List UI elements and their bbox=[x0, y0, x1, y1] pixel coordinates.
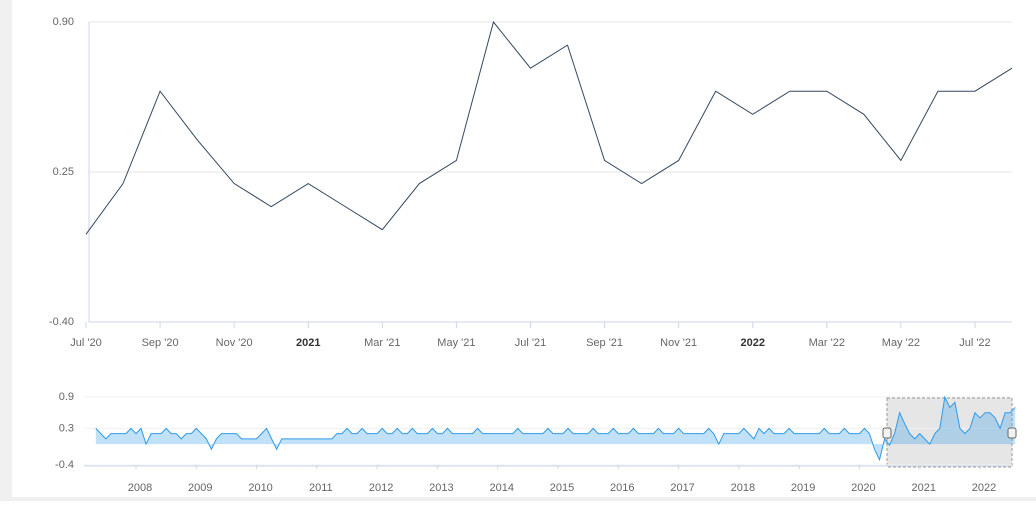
nav-area bbox=[95, 397, 1016, 460]
nav-x-tick-label: 2017 bbox=[670, 482, 694, 494]
y-tick-label: 0.90 bbox=[53, 16, 74, 28]
navigator-selection[interactable] bbox=[886, 397, 1013, 468]
x-tick-label: Nov '21 bbox=[660, 337, 697, 349]
nav-x-tick-label: 2013 bbox=[429, 482, 453, 494]
bottom-strip bbox=[0, 497, 1036, 501]
y-tick-label: 0.25 bbox=[53, 166, 74, 178]
x-tick-label: May '22 bbox=[882, 337, 920, 349]
nav-x-tick-label: 2012 bbox=[369, 482, 393, 494]
nav-x-tick-label: 2014 bbox=[489, 482, 513, 494]
x-tick-label: Sep '21 bbox=[586, 337, 623, 349]
x-tick-label: Jul '22 bbox=[959, 337, 990, 349]
nav-x-tick-label: 2018 bbox=[731, 482, 755, 494]
x-tick-label: Jul '21 bbox=[515, 337, 546, 349]
nav-y-tick-label: -0.4 bbox=[55, 459, 74, 471]
x-tick-label: Sep '20 bbox=[142, 337, 179, 349]
nav-x-tick-label: 2019 bbox=[791, 482, 815, 494]
nav-y-tick-label: 0.9 bbox=[59, 391, 74, 403]
nav-x-tick-label: 2011 bbox=[309, 482, 333, 494]
x-tick-label: Mar '21 bbox=[364, 337, 400, 349]
x-tick-label: May '21 bbox=[437, 337, 475, 349]
x-tick-label: Nov '20 bbox=[216, 337, 253, 349]
nav-x-tick-label: 2009 bbox=[188, 482, 212, 494]
x-tick-label: 2021 bbox=[296, 337, 320, 349]
x-tick-label: Mar '22 bbox=[809, 337, 845, 349]
x-tick-label: Jul '20 bbox=[70, 337, 101, 349]
x-tick-label: 2022 bbox=[740, 337, 764, 349]
side-strip bbox=[0, 0, 12, 501]
navigator-handle[interactable] bbox=[882, 427, 892, 439]
nav-x-tick-label: 2020 bbox=[851, 482, 875, 494]
nav-y-tick-label: 0.3 bbox=[59, 422, 74, 434]
nav-x-tick-label: 2008 bbox=[128, 482, 152, 494]
nav-x-tick-label: 2021 bbox=[911, 482, 935, 494]
nav-x-tick-label: 2016 bbox=[610, 482, 634, 494]
nav-line bbox=[95, 395, 1016, 462]
nav-x-tick-label: 2015 bbox=[550, 482, 574, 494]
nav-x-tick-label: 2022 bbox=[972, 482, 996, 494]
navigator-handle[interactable] bbox=[1007, 427, 1017, 439]
y-tick-label: -0.40 bbox=[49, 316, 74, 328]
data-line bbox=[85, 20, 1013, 235]
nav-x-tick-label: 2010 bbox=[248, 482, 272, 494]
